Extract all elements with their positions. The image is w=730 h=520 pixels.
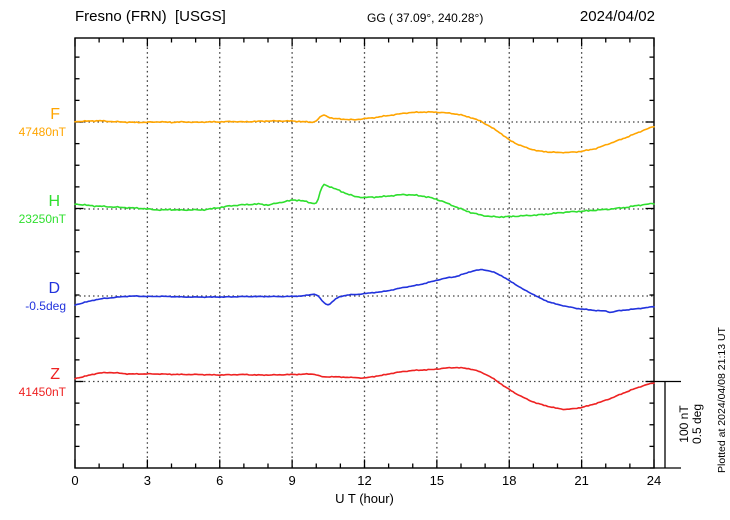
trace-ref-D: -0.5deg bbox=[25, 299, 66, 313]
trace-ref-H: 23250nT bbox=[18, 212, 66, 226]
hour-label: 21 bbox=[574, 473, 589, 488]
hour-label: 15 bbox=[429, 473, 445, 488]
trace-letter-H: H bbox=[48, 193, 60, 210]
trace-letter-F: F bbox=[50, 106, 60, 123]
hour-label: 18 bbox=[502, 473, 517, 488]
trace-ref-F: 47480nT bbox=[18, 125, 66, 139]
x-axis-title: U T (hour) bbox=[335, 491, 394, 506]
observatory-title: Fresno (FRN) [USGS] bbox=[75, 8, 226, 25]
hour-label: 6 bbox=[216, 473, 224, 488]
trace-letter-D: D bbox=[48, 280, 60, 297]
scalebar-label-nt: 100 nT bbox=[677, 405, 691, 443]
plotted-timestamp: Plotted at 2024/04/08 21:13 UT bbox=[716, 327, 728, 473]
scalebar-label: 100 nT 0.5 deg bbox=[677, 394, 704, 454]
trace-label-Z: Z 41450nT bbox=[0, 365, 67, 400]
scalebar-label-deg: 0.5 deg bbox=[690, 403, 704, 445]
hour-label: 24 bbox=[646, 473, 662, 488]
geographic-coords: GG ( 37.09°, 240.28°) bbox=[367, 11, 484, 25]
trace-ref-Z: 41450nT bbox=[18, 384, 66, 399]
hour-label: 9 bbox=[288, 473, 296, 488]
plot-date: 2024/04/02 bbox=[579, 8, 655, 25]
trace-letter-Z: Z bbox=[50, 365, 60, 383]
hour-label: 3 bbox=[143, 473, 151, 488]
hour-label: 12 bbox=[357, 473, 372, 488]
trace-label-D: D -0.5deg bbox=[0, 281, 67, 314]
trace-label-H: H 23250nT bbox=[0, 194, 67, 227]
hour-label: 0 bbox=[71, 473, 79, 488]
trace-label-F: F 47480nT bbox=[0, 107, 67, 140]
